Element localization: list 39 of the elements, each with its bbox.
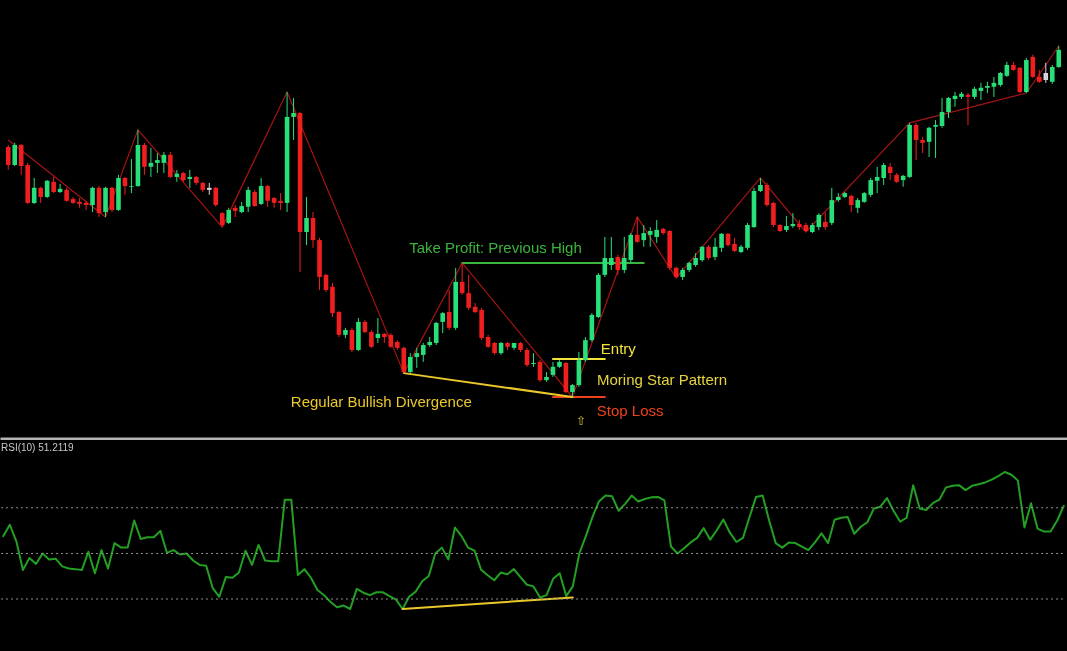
candlestick (265, 184, 270, 208)
candlestick (1049, 64, 1055, 85)
candlestick (433, 321, 439, 346)
candlestick (304, 196, 309, 246)
candlestick (440, 311, 446, 334)
candlestick (946, 96, 951, 119)
candlestick (407, 352, 413, 374)
candlestick (641, 224, 647, 248)
candlestick (12, 142, 18, 167)
series-label: Stop Loss (596, 402, 664, 419)
candlestick (1056, 45, 1062, 69)
candlestick (142, 142, 147, 176)
candlestick (5, 144, 11, 171)
series-label: Entry (600, 340, 637, 358)
chart-title: RSI(10) 51.2119 (1, 442, 75, 453)
annotation: Moring Star Pattern (597, 371, 728, 388)
series-label: Take Profit: Previous High (409, 238, 582, 256)
candlestick (634, 216, 640, 244)
candlestick (213, 186, 219, 208)
candlestick (129, 158, 134, 194)
candlestick (583, 336, 588, 363)
candlestick (745, 222, 750, 251)
candlestick (466, 274, 471, 311)
candlestick (609, 236, 614, 271)
candlestick (168, 151, 173, 179)
candlestick (414, 347, 420, 369)
text: ⇧ (576, 414, 586, 428)
candlestick (771, 201, 776, 228)
candlestick (881, 162, 886, 186)
candlestick (90, 186, 95, 213)
candlestick (719, 232, 724, 253)
candlestick (155, 152, 160, 174)
series-label: Regular Bullish Divergence (290, 393, 472, 411)
candlestick (531, 352, 536, 368)
candlestick (420, 342, 426, 363)
candlestick (291, 97, 296, 141)
candlestick (933, 119, 938, 159)
candlestick (829, 187, 835, 226)
candlestick (1043, 62, 1049, 84)
